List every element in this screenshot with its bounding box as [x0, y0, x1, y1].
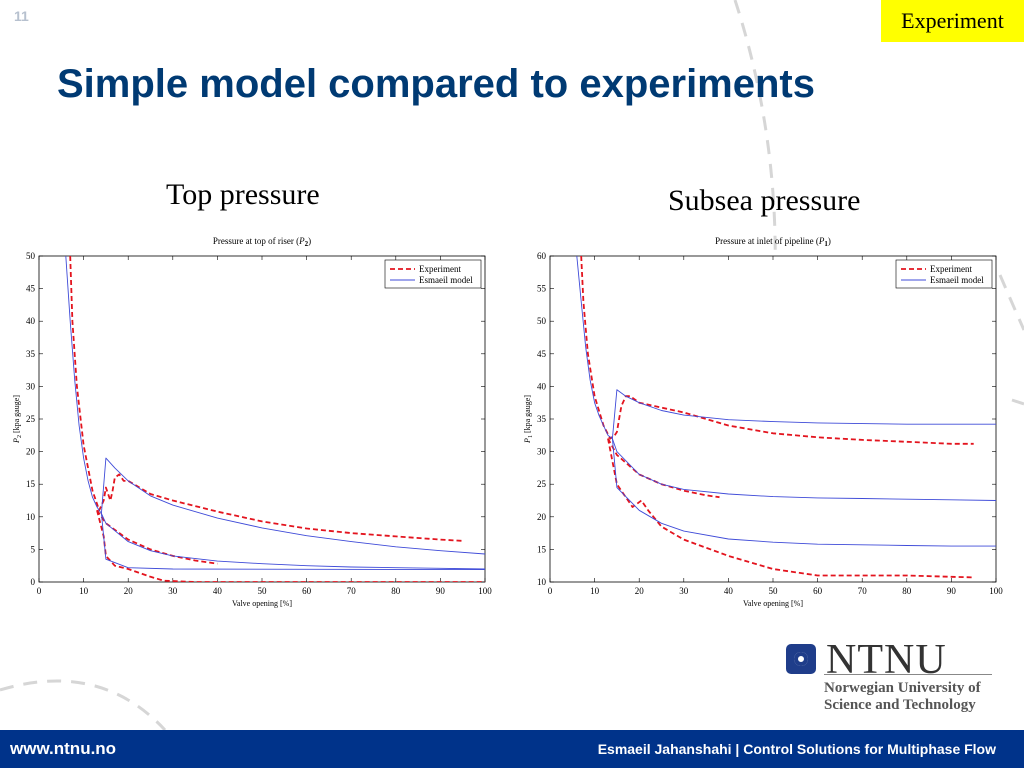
chart1-xlabel: Valve opening [%] [232, 599, 292, 608]
chart1-ytick-label: 50 [26, 251, 36, 261]
ntnu-logo-mark [786, 644, 816, 674]
chart2-plot-area [549, 255, 997, 583]
chart1-ytick-label: 0 [31, 577, 36, 587]
chart1-title: Pressure at top of riser (P2) [213, 236, 311, 248]
chart1-ytick-label: 15 [26, 479, 36, 489]
chart1-xtick-label: 90 [436, 586, 446, 596]
chart2-esmaeil-model-line-2 [611, 438, 996, 501]
chart1-xtick-label: 20 [124, 586, 134, 596]
chart2-xtick-label: 50 [769, 586, 779, 596]
chart1-ytick-label: 40 [26, 316, 36, 326]
chart1-ytick-label: 30 [26, 381, 36, 391]
chart1-experiment-line-1 [69, 256, 463, 542]
chart1-xtick-label: 50 [258, 586, 268, 596]
chart2-ytick-label: 10 [537, 577, 547, 587]
chart1-legend-box [384, 259, 482, 289]
chart2-ytick-label: 40 [537, 381, 547, 391]
chart2-xtick-label: 90 [947, 586, 957, 596]
chart1-xtick-label: 100 [478, 586, 492, 596]
university-name: Norwegian University of Science and Tech… [824, 680, 981, 714]
chart2-xtick-label: 80 [902, 586, 912, 596]
chart2-title: Pressure at inlet of pipeline (P1) [715, 236, 831, 248]
chart1-ytick-label: 35 [26, 349, 36, 359]
slide-number: 11 [14, 8, 29, 24]
chart2-series-group [576, 256, 996, 579]
chart1-xtick-label: 10 [79, 586, 89, 596]
chart1-esmaeil-model-line-1 [65, 256, 485, 555]
chart1-xtick-label: 0 [37, 586, 42, 596]
ntnu-wordmark: NTNU [826, 637, 947, 683]
chart1-xtick-label: 40 [213, 586, 223, 596]
chart1-ytick-label: 10 [26, 512, 36, 522]
chart1-esmaeil-model-line-2 [100, 513, 485, 570]
slide-title: Simple model compared to experiments [57, 62, 815, 106]
chart1-plot-area [38, 255, 486, 583]
chart1-legend-label-1: Experiment [419, 264, 461, 274]
chart2-esmaeil-model-line-3 [611, 438, 996, 547]
chart1-ytick-label: 20 [26, 447, 36, 457]
chart2-ytick-label: 25 [537, 479, 547, 489]
chart1-experiment-line-2 [96, 509, 218, 565]
footer-url[interactable]: www.ntnu.no [10, 739, 117, 758]
chart2-ytick-label: 60 [537, 251, 547, 261]
chart2-xtick-label: 20 [635, 586, 645, 596]
footer-bar: www.ntnu.no Esmaeil Jahanshahi | Control… [0, 730, 1024, 768]
chart2-xtick-label: 30 [679, 586, 689, 596]
chart2-xlabel: Valve opening [%] [743, 599, 803, 608]
chart2-xtick-label: 60 [813, 586, 823, 596]
chart1-xtick-label: 70 [347, 586, 357, 596]
top-pressure-chart: Pressure at top of riser (P2)0 10 20 30 40 50… [12, 236, 492, 608]
chart2-xtick-label: 0 [548, 586, 553, 596]
logo-divider [824, 674, 992, 675]
chart2-ylabel: P1 [kpa gauge] [523, 395, 534, 444]
chart2-ytick-label: 50 [537, 316, 547, 326]
footer-credit: Esmaeil Jahanshahi | Control Solutions f… [597, 741, 996, 757]
chart2-xtick-label: 70 [858, 586, 868, 596]
chart2-legend-box [895, 259, 993, 289]
chart1-ylabel: P2 [kpa gauge] [12, 395, 23, 444]
chart2-ytick-label: 55 [537, 284, 547, 294]
subsea-pressure-chart: Pressure at inlet of pipeline (P1)0 10 20 3… [523, 236, 1003, 608]
chart1-xtick-label: 80 [391, 586, 401, 596]
chart1-esmaeil-model-line-3 [100, 513, 485, 571]
chart2-legend-label-1: Experiment [930, 264, 972, 274]
chart1-legend-label-2: Esmaeil model [419, 275, 473, 285]
university-name-line2: Science and Technology [824, 697, 976, 713]
chart2-esmaeil-model-line-1 [576, 256, 996, 440]
chart2-ytick-label: 45 [537, 349, 547, 359]
subsea-pressure-subtitle: Subsea pressure [668, 184, 861, 217]
chart2-xtick-label: 10 [590, 586, 600, 596]
chart1-ytick-label: 5 [31, 544, 36, 554]
university-name-line1: Norwegian University of [824, 680, 981, 696]
chart2-ytick-label: 15 [537, 544, 547, 554]
chart2-ytick-label: 20 [537, 512, 547, 522]
chart2-xtick-label: 40 [724, 586, 734, 596]
chart2-ytick-label: 30 [537, 447, 547, 457]
chart2-experiment-line-3 [607, 438, 974, 579]
chart2-xtick-label: 100 [989, 586, 1003, 596]
chart1-series-group [65, 256, 485, 582]
experiment-tag: Experiment [881, 0, 1024, 42]
chart1-xtick-label: 30 [168, 586, 178, 596]
chart1-xtick-label: 60 [302, 586, 312, 596]
chart2-legend-label-2: Esmaeil model [930, 275, 984, 285]
chart2-ytick-label: 35 [537, 414, 547, 424]
chart1-ytick-label: 25 [26, 414, 36, 424]
top-pressure-subtitle: Top pressure [166, 178, 320, 211]
chart1-ytick-label: 45 [26, 284, 36, 294]
